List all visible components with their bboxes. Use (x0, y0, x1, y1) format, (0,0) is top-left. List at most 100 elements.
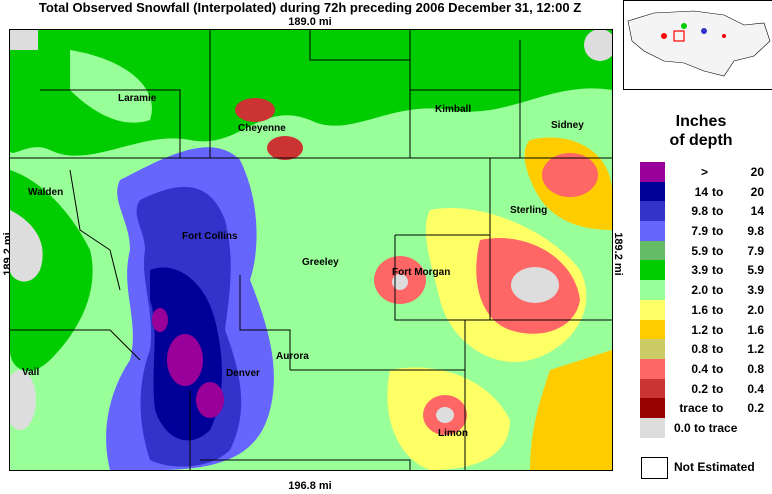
scale-top-label: 189.0 mi (288, 16, 332, 28)
snow-zone-gray-limon (436, 407, 454, 423)
snow-zone-red-sidney (542, 153, 598, 197)
legend-swatch (640, 378, 665, 399)
legend-label: to (712, 263, 724, 278)
snow-zone-gray-fortmorgan (392, 274, 408, 290)
legend-label: to (712, 204, 724, 219)
city-laramie: Laramie (118, 93, 157, 104)
legend-label: 2.0 (691, 283, 708, 298)
snow-zone-gray-nw (10, 30, 38, 50)
legend-label: to (712, 224, 724, 239)
legend-label: 9.8 (747, 224, 764, 239)
legend-swatch (640, 280, 665, 301)
map-title: Total Observed Snowfall (Interpolated) d… (38, 0, 582, 15)
legend-label: 3.9 (747, 283, 764, 298)
city-sidney: Sidney (551, 120, 584, 131)
legend-label: 14 (750, 204, 764, 219)
inset-dot-2 (681, 23, 687, 29)
legend-label: to (712, 302, 724, 317)
legend-label: to (712, 381, 724, 396)
legend-label: 9.8 (691, 204, 708, 219)
legend-label: > (700, 165, 708, 179)
legend-title-line2: of depth (669, 132, 733, 149)
legend-label: 14 (694, 184, 708, 199)
city-kimball: Kimball (435, 104, 471, 115)
city-greeley: Greeley (302, 257, 339, 268)
legend-swatch (640, 339, 665, 360)
city-walden: Walden (28, 187, 63, 198)
snow-zone-red-cheyenne-2 (267, 136, 303, 160)
legend-label: 0.4 (747, 381, 764, 396)
county-lines (10, 30, 612, 470)
legend-label: 0.2 (747, 401, 764, 416)
legend-label: 20 (750, 165, 764, 179)
city-vail: Vail (22, 367, 39, 378)
snowfall-map[interactable]: Laramie Cheyenne Kimball Sidney Walden F… (9, 29, 613, 471)
city-sterling: Sterling (510, 205, 547, 216)
legend-swatch (640, 162, 665, 182)
not-estimated-swatch (641, 457, 668, 479)
snow-zone-gray-vail (10, 370, 36, 430)
inset-region-box (673, 30, 685, 42)
legend-swatch (640, 201, 665, 222)
legend-label: 3.9 (691, 263, 708, 278)
snow-zone-gray-east (511, 267, 559, 303)
snow-zone-green-west (10, 170, 93, 371)
legend-swatch (640, 398, 665, 419)
scale-bottom-label: 196.8 mi (288, 480, 332, 492)
legend-label: trace (679, 401, 708, 416)
city-cheyenne: Cheyenne (238, 123, 286, 134)
city-limon: Limon (438, 428, 468, 439)
inset-map-svg (627, 10, 771, 77)
city-fort-collins: Fort Collins (182, 231, 238, 242)
not-estimated-label: Not Estimated (674, 460, 755, 474)
snow-zone-purple-1 (167, 334, 203, 386)
legend-swatch (640, 240, 665, 261)
legend-label: 0.0 to trace (674, 420, 738, 435)
legend-label: 0.8 (691, 342, 708, 357)
legend-label: 2.0 (747, 302, 764, 317)
legend-label: 0.4 (691, 361, 708, 376)
scale-right-label: 189.2 mi (612, 232, 624, 276)
legend-title: Inches of depth (632, 112, 770, 150)
legend-title-line1: Inches (675, 113, 727, 130)
inset-dot-4 (722, 34, 726, 38)
snowfall-map-svg: Laramie Cheyenne Kimball Sidney Walden F… (10, 30, 612, 470)
snow-zone-yellow-se (530, 350, 612, 470)
legend-label: to (712, 243, 724, 258)
legend-label: to (712, 184, 724, 199)
city-denver: Denver (226, 368, 260, 379)
legend-label: 0.2 (691, 381, 708, 396)
legend-label: to (712, 361, 724, 376)
inset-locator-map (623, 0, 772, 90)
snow-zone-purple-2 (196, 382, 224, 418)
legend-swatch (640, 358, 665, 379)
legend-label: 5.9 (691, 243, 708, 258)
inset-dot-1 (661, 33, 667, 39)
legend-swatch (640, 299, 665, 320)
inset-us-outline (627, 10, 771, 77)
snow-zone-green-ne (400, 30, 612, 97)
legend-swatch (640, 417, 665, 438)
legend-swatch (640, 260, 665, 281)
snow-zone-purple-3 (152, 308, 168, 332)
legend-label: 5.9 (747, 263, 764, 278)
legend-label: 20 (750, 184, 764, 199)
legend-label: 1.6 (747, 322, 764, 337)
legend-label: to (712, 401, 724, 416)
legend-label: 7.9 (691, 224, 708, 239)
city-aurora: Aurora (276, 351, 309, 362)
legend-swatch (640, 221, 665, 242)
snow-zone-light-laramie (70, 50, 152, 123)
legend-label: 1.2 (691, 322, 708, 337)
inset-dot-3 (701, 28, 707, 34)
snow-zone-gray-ne (584, 30, 612, 61)
legend-label: to (712, 342, 724, 357)
legend-label: to (712, 283, 724, 298)
legend-label: 0.8 (747, 361, 764, 376)
snow-zone-gray-walden (10, 210, 43, 282)
legend-swatch (640, 181, 665, 202)
legend-label: to (712, 322, 724, 337)
legend-swatch (640, 319, 665, 340)
city-fort-morgan: Fort Morgan (392, 267, 450, 278)
legend-label: 1.2 (747, 342, 764, 357)
